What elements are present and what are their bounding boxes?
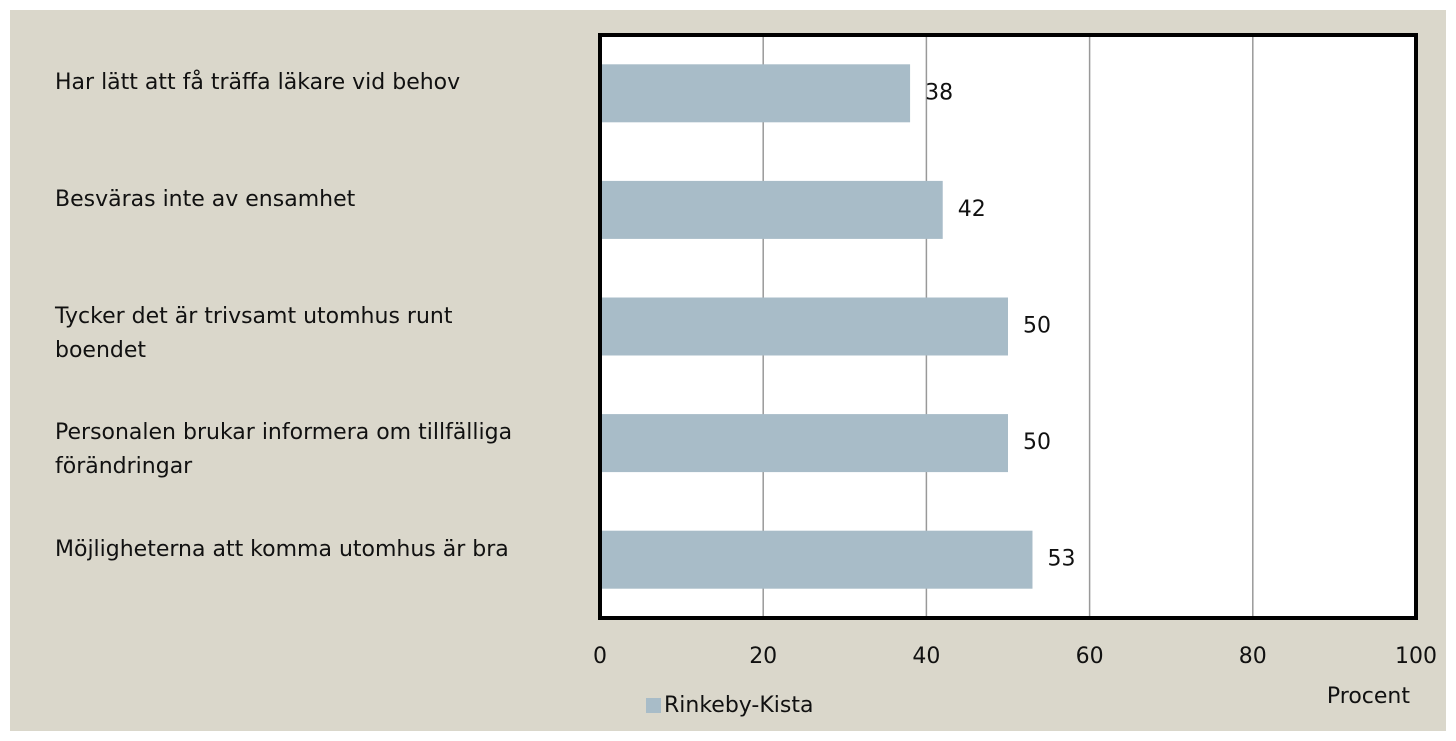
data-label: 50 xyxy=(1023,314,1051,339)
y-tick-label: Har lätt att få träffa läkare vid behov xyxy=(55,70,461,96)
data-label: 53 xyxy=(1047,547,1075,572)
bar xyxy=(600,180,943,239)
plot-frame xyxy=(598,33,1418,620)
data-label: 38 xyxy=(925,80,953,105)
data-label: 42 xyxy=(958,197,986,222)
y-tick-label: Tycker det är trivsamt utomhus runt boen… xyxy=(55,303,453,363)
legend-swatch xyxy=(646,698,661,713)
bar xyxy=(600,64,911,123)
x-tick-label: 100 xyxy=(1395,644,1437,669)
y-tick-label: Besväras inte av ensamhet xyxy=(55,186,356,212)
bar xyxy=(600,297,1008,356)
bar xyxy=(600,530,1033,589)
bar xyxy=(600,414,1008,473)
x-tick-label: 60 xyxy=(1076,644,1104,669)
x-tick-label: 0 xyxy=(593,644,607,669)
x-tick-label: 80 xyxy=(1239,644,1267,669)
x-axis-label: Procent xyxy=(1327,684,1410,709)
legend-label: Rinkeby-Kista xyxy=(664,693,813,718)
data-label: 50 xyxy=(1023,430,1051,455)
x-tick-label: 40 xyxy=(912,644,940,669)
y-tick-label: Personalen brukar informera om tillfälli… xyxy=(55,420,513,480)
y-tick-label: Möjligheterna att komma utomhus är bra xyxy=(55,536,509,562)
x-tick-label: 20 xyxy=(749,644,777,669)
